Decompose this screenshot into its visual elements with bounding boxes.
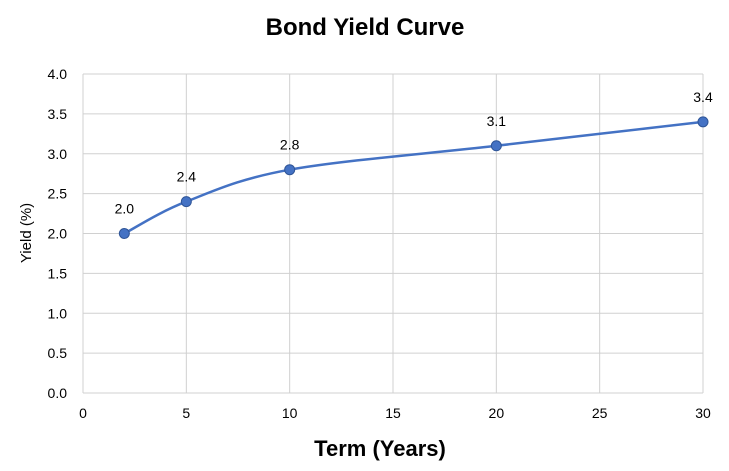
- y-tick-label: 0.5: [48, 345, 68, 361]
- x-tick-label: 25: [592, 405, 608, 421]
- data-point: [118, 228, 130, 239]
- y-tick-label: 1.5: [48, 265, 68, 281]
- data-point: [490, 140, 502, 152]
- data-point: [697, 116, 709, 128]
- x-tick-label: 20: [489, 405, 505, 421]
- x-tick-label: 0: [79, 405, 87, 421]
- y-tick-label: 1.0: [48, 305, 68, 321]
- x-axis-label: Term (Years): [314, 436, 446, 461]
- tick-labels: 0.0 0.5 1.0 1.5 2.0 2.5 3.0 3.5 4.0 0 5 10 15 20 25 30: [48, 66, 711, 421]
- data-label: 2.8: [280, 137, 300, 153]
- data-label: 2.4: [177, 169, 197, 185]
- x-tick-label: 30: [695, 405, 711, 421]
- series-line: [123, 120, 704, 235]
- x-tick-label: 10: [282, 405, 298, 421]
- data-label: 3.1: [487, 113, 507, 129]
- grid-layer: [82, 73, 704, 394]
- data-point: [284, 164, 296, 176]
- data-label: 3.4: [693, 89, 713, 105]
- data-label: 2.0: [115, 201, 135, 217]
- y-tick-label: 2.0: [48, 226, 68, 242]
- x-tick-label: 5: [182, 405, 190, 421]
- y-tick-label: 3.5: [48, 106, 68, 122]
- y-tick-label: 0.0: [48, 385, 68, 401]
- y-tick-label: 4.0: [48, 66, 68, 82]
- data-point: [180, 196, 192, 208]
- x-tick-label: 15: [385, 405, 401, 421]
- y-tick-label: 2.5: [48, 186, 68, 202]
- data-labels: 2.0 2.4 2.8 3.1 3.4: [115, 89, 713, 217]
- chart-title: Bond Yield Curve: [266, 14, 465, 41]
- y-tick-label: 3.0: [48, 146, 68, 162]
- y-axis-label: Yield (%): [18, 203, 35, 263]
- series-layer: [118, 116, 709, 239]
